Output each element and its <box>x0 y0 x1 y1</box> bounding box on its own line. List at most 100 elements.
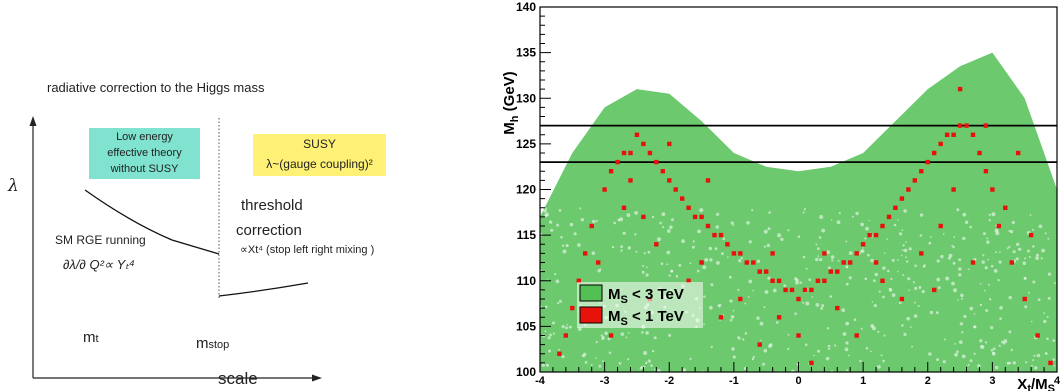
y-tick-label: 125 <box>516 137 536 151</box>
low-energy-line-3: without SUSY <box>110 163 179 175</box>
speckle-dot <box>1025 361 1028 364</box>
ms1tev-point <box>815 278 821 283</box>
ms1tev-point <box>809 360 814 366</box>
speckle-dot <box>987 258 990 261</box>
speckle-dot <box>775 321 779 324</box>
speckle-dot <box>905 241 907 243</box>
speckle-dot <box>853 318 857 322</box>
low-energy-line-1: Low energy <box>116 131 173 143</box>
speckle-dot <box>544 330 547 333</box>
speckle-dot <box>732 309 735 312</box>
ms1tev-point <box>576 278 581 283</box>
ms1tev-point <box>841 260 846 265</box>
ms1tev-point <box>699 214 704 220</box>
speckle-dot <box>890 277 893 280</box>
speckle-dot <box>960 293 964 298</box>
speckle-dot <box>558 299 562 303</box>
speckle-dot <box>886 238 888 240</box>
ms1tev-point <box>822 251 827 256</box>
ms1tev-point <box>596 260 601 265</box>
ms1tev-point <box>1028 232 1034 238</box>
speckle-dot <box>618 361 622 365</box>
mt-label-base: m <box>83 329 96 346</box>
ms1tev-point <box>686 205 691 210</box>
speckle-dot <box>641 331 644 334</box>
ms1tev-point <box>608 333 614 338</box>
speckle-dot <box>901 324 904 327</box>
speckle-dot <box>1036 353 1041 358</box>
speckle-dot <box>645 273 649 277</box>
speckle-dot <box>566 324 568 326</box>
speckle-dot <box>918 286 922 289</box>
diagram-title: radiative correction to the Higgs mass <box>47 80 265 95</box>
ms1tev-point <box>699 260 704 265</box>
speckle-dot <box>877 330 880 333</box>
speckle-dot <box>914 286 918 290</box>
speckle-dot <box>767 227 771 231</box>
speckle-dot <box>783 284 787 288</box>
speckle-dot <box>928 241 932 245</box>
ms1tev-point <box>764 269 769 274</box>
ms1tev-point <box>938 223 943 229</box>
speckle-dot <box>990 264 994 268</box>
speckle-dot <box>568 325 572 329</box>
speckle-dot <box>577 243 581 247</box>
sm-rge-label: SM RGE running <box>55 233 146 247</box>
speckle-dot <box>945 276 950 281</box>
speckle-dot <box>838 212 841 215</box>
speckle-dot <box>742 338 745 341</box>
speckle-dot <box>951 281 955 286</box>
speckle-dot <box>998 344 1001 347</box>
speckle-dot <box>1018 247 1022 251</box>
speckle-dot <box>552 321 555 325</box>
ms1tev-point <box>1035 333 1040 338</box>
ms1tev-point <box>776 315 782 320</box>
speckle-dot <box>979 339 983 343</box>
speckle-dot <box>871 326 876 331</box>
speckle-dot <box>545 363 549 367</box>
speckle-dot <box>552 332 555 335</box>
speckle-dot <box>643 365 646 368</box>
speckle-dot <box>763 348 768 353</box>
speckle-dot <box>869 350 872 353</box>
speckle-dot <box>855 211 859 216</box>
speckle-dot <box>558 209 562 212</box>
speckle-dot <box>903 248 908 253</box>
speckle-dot <box>908 289 910 292</box>
ms1tev-point <box>996 223 1001 229</box>
speckle-dot <box>627 332 630 334</box>
speckle-dot <box>613 221 616 225</box>
ms1tev-point <box>880 223 885 229</box>
speckle-dot <box>604 331 608 336</box>
speckle-dot <box>1016 242 1020 246</box>
speckle-dot <box>898 301 902 305</box>
speckle-dot <box>1029 214 1032 217</box>
speckle-dot <box>1009 229 1014 234</box>
speckle-dot <box>887 269 890 273</box>
plot-area: -4 -3 -2 -1 0 1 2 3 4 100 105 110 115 120 125 130 135 140 <box>516 0 1060 387</box>
ms1tev-point <box>880 278 885 283</box>
speckle-dot <box>626 213 631 218</box>
speckle-dot <box>860 222 864 227</box>
speckle-dot <box>732 355 736 359</box>
speckle-dot <box>763 229 768 234</box>
speckle-dot <box>845 321 850 326</box>
speckle-dot <box>959 322 964 326</box>
ms1tev-point <box>809 287 814 293</box>
speckle-dot <box>940 254 944 259</box>
y-tick-label: 130 <box>516 91 536 105</box>
speckle-dot <box>1011 220 1015 225</box>
ms1tev-point <box>796 333 801 338</box>
speckle-dot <box>828 347 831 350</box>
speckle-dot <box>986 237 989 240</box>
speckle-dot <box>813 354 815 357</box>
speckle-dot <box>862 247 864 249</box>
speckle-dot <box>601 337 605 341</box>
ms1tev-point <box>828 269 833 274</box>
speckle-dot <box>661 212 666 217</box>
speckle-dot <box>867 253 870 257</box>
x-tick-label: -4 <box>535 375 546 387</box>
speckle-dot <box>929 310 934 315</box>
speckle-dot <box>935 311 939 315</box>
speckle-dot <box>1010 348 1013 352</box>
